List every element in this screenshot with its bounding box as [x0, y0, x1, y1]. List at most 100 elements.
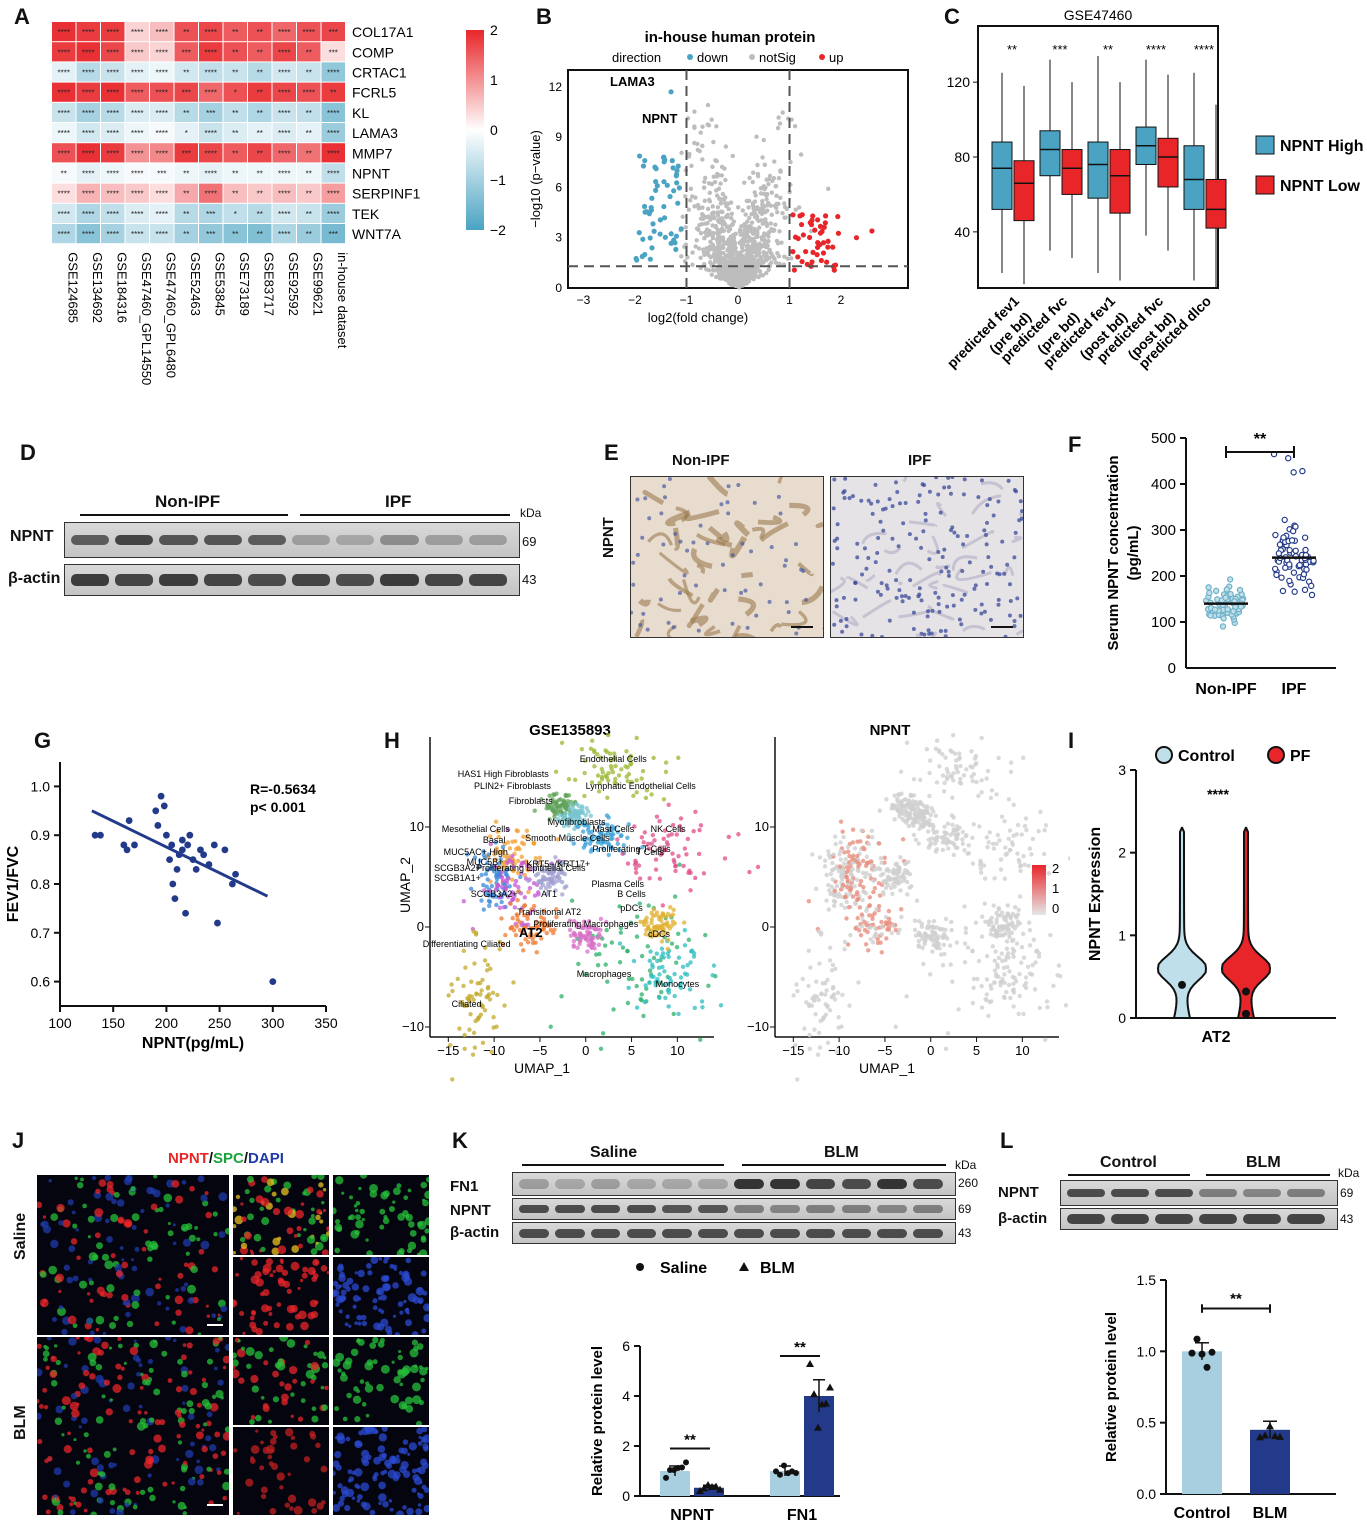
umap-expr-point	[862, 846, 867, 852]
ihc-nucleus	[989, 564, 994, 569]
umap-cell-point	[617, 960, 623, 965]
heatmap-gene-label: LAMA3	[352, 125, 398, 141]
ihc-nucleus	[876, 535, 881, 540]
heatmap-star: ****	[107, 210, 119, 219]
i-legend-pf-key	[1267, 746, 1285, 764]
heatmap-star: **	[232, 230, 238, 239]
umap-cell-point	[524, 863, 530, 868]
heatmap-star: ***	[206, 109, 215, 118]
umap-cell-point	[569, 898, 575, 903]
heatmap-gene-label: TEK	[352, 206, 380, 222]
umap-cell-point	[633, 870, 639, 875]
umap-expr-point	[941, 931, 947, 937]
volcano-point	[745, 227, 750, 232]
umap-cell-point	[502, 1003, 507, 1008]
ihc-nucleus	[881, 528, 886, 533]
heatmap-star: ****	[205, 129, 217, 138]
umap-cell-point	[495, 992, 500, 998]
umap-expr-point	[891, 870, 897, 876]
volcano-point	[753, 249, 758, 254]
heatmap-star: **	[232, 109, 238, 118]
if-signal	[141, 1246, 147, 1252]
umap-expr-point	[806, 948, 812, 954]
umap-expr-point	[905, 870, 910, 876]
volcano-point-down	[673, 171, 680, 177]
umap-expr-point	[1002, 914, 1007, 919]
umap-cell-point	[560, 817, 566, 822]
volcano-point-down	[673, 233, 680, 239]
heatmap-star: ****	[156, 149, 168, 158]
umap-expr-point	[1027, 846, 1033, 851]
if-signal	[272, 1269, 276, 1274]
umap-expr-point	[928, 812, 933, 818]
volcano-point	[755, 173, 761, 179]
volcano-point	[743, 212, 748, 217]
umap-expr-point	[937, 764, 942, 769]
panel-label-j: J	[12, 1128, 25, 1153]
umap-expr-point	[844, 899, 849, 905]
umap-expr-point	[960, 829, 966, 835]
if-signal	[195, 1431, 204, 1440]
ihc-nucleus	[945, 604, 950, 609]
heatmap-star: ****	[278, 210, 290, 219]
heatmap-dataset-label: in-house dataset	[335, 252, 350, 349]
if-signal	[167, 1230, 174, 1237]
ihc-nucleus	[1015, 596, 1020, 601]
umap-cell-point	[678, 980, 684, 986]
heatmap-star: ****	[205, 170, 217, 179]
if-signal	[349, 1214, 355, 1221]
if-signal	[353, 1204, 358, 1208]
if-signal	[426, 1176, 429, 1183]
heatmap-dataset-label: GSE92592	[286, 252, 301, 316]
heatmap-cell	[321, 183, 345, 203]
heatmap-cell	[101, 224, 125, 244]
volcano-point	[761, 252, 767, 257]
umap-cell-point	[517, 846, 522, 852]
ihc-nucleus	[940, 554, 945, 559]
if-signal	[338, 1263, 344, 1270]
umap-xtick: 10	[670, 1043, 684, 1058]
umap-expr-point	[995, 832, 1001, 838]
umap-expr-point	[892, 793, 897, 798]
umap-expr-point	[913, 814, 918, 820]
if-signal	[182, 1511, 188, 1515]
if-signal	[422, 1303, 429, 1312]
umap-expr-point	[873, 931, 878, 936]
umap-expr-point	[1015, 851, 1020, 856]
umap-cell-point	[597, 824, 602, 829]
if-signal	[133, 1339, 137, 1343]
volcano-point	[744, 253, 749, 258]
umap-expr-point	[951, 770, 956, 776]
volcano-title: in-house human protein	[645, 29, 816, 46]
umap-cell-point	[600, 1031, 606, 1036]
if-signal	[45, 1509, 51, 1515]
umap-expr-point	[895, 868, 901, 874]
umap-cell-point	[615, 841, 621, 846]
ihc-nucleus	[979, 478, 984, 483]
heatmap-cell	[150, 224, 174, 244]
heatmap-star: **	[306, 48, 312, 57]
heatmap-cell	[321, 203, 345, 223]
if-signal	[182, 1227, 186, 1231]
volcano-point	[711, 139, 716, 145]
heatmap-panel: **** **** **** **** **** ** **** ** ** **** **** **…	[52, 22, 506, 385]
umap-cell-point	[604, 749, 610, 755]
ihc-nucleus	[866, 555, 871, 560]
umap-expr-point	[930, 949, 935, 954]
volcano-point	[723, 144, 729, 149]
umap-cell-point	[664, 920, 670, 925]
if-signal	[311, 1175, 318, 1180]
if-signal	[290, 1392, 295, 1397]
volcano-point	[711, 174, 716, 179]
heatmap-cell	[125, 143, 149, 163]
heatmap-cell	[52, 22, 76, 42]
if-signal	[382, 1217, 390, 1225]
umap-cell-point	[544, 930, 549, 936]
umap-cell-point	[482, 958, 488, 963]
volcano-point	[746, 205, 751, 210]
ihc-nucleus	[947, 485, 952, 490]
umap-cell-point	[578, 938, 583, 943]
if-signal	[96, 1242, 103, 1250]
umap-cluster-label: KRT5−/KRT17+	[526, 859, 590, 869]
volcano-point-down	[640, 236, 646, 242]
